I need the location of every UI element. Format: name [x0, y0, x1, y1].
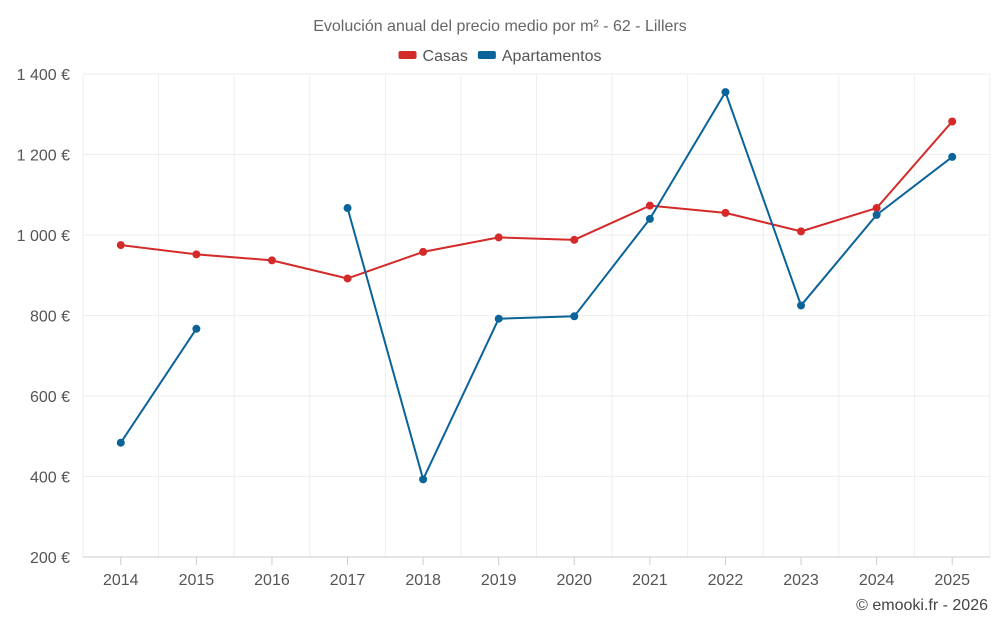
- data-point-casas: [116, 241, 125, 250]
- data-point-apartamentos: [645, 214, 654, 223]
- series-line-apartamentos: [119, 328, 198, 444]
- data-point-casas: [192, 250, 201, 259]
- legend-label: Apartamentos: [502, 48, 602, 65]
- y-tick-label: 400 €: [30, 470, 70, 487]
- data-point-casas: [419, 247, 428, 256]
- data-point-casas: [343, 274, 352, 283]
- x-tick-label: 2017: [330, 572, 366, 589]
- data-point-apartamentos: [494, 314, 503, 323]
- x-tick-label: 2024: [859, 572, 895, 589]
- x-tick-label: 2016: [254, 572, 290, 589]
- data-point-casas: [721, 208, 730, 217]
- x-tick-label: 2020: [556, 572, 592, 589]
- chart-title: Evolución anual del precio medio por m² …: [313, 18, 687, 35]
- data-point-apartamentos: [721, 88, 730, 97]
- data-point-apartamentos: [116, 438, 125, 447]
- data-point-apartamentos: [948, 152, 957, 161]
- y-tick-label: 800 €: [30, 309, 70, 326]
- data-point-casas: [948, 117, 957, 126]
- axes: 200 € 400 € 600 € 800 € 1 000 € 1 200 € 1 400 …: [17, 67, 990, 589]
- series-line-casas: [120, 120, 953, 280]
- data-point-casas: [570, 235, 579, 244]
- y-tick-label: 600 €: [30, 389, 70, 406]
- x-tick-label: 2023: [783, 572, 819, 589]
- y-tick-label: 200 €: [30, 550, 70, 567]
- series-layer: [116, 88, 957, 484]
- legend-label: Casas: [423, 48, 468, 65]
- x-tick-label: 2025: [934, 572, 970, 589]
- series-casas: [116, 117, 957, 283]
- data-point-apartamentos: [343, 204, 352, 213]
- x-tick-label: 2018: [405, 572, 441, 589]
- x-tick-label: 2021: [632, 572, 668, 589]
- data-point-apartamentos: [570, 312, 579, 321]
- data-point-apartamentos: [797, 301, 806, 310]
- x-tick-label: 2019: [481, 572, 517, 589]
- copyright-credit: © emooki.fr - 2026: [856, 597, 988, 614]
- data-point-casas: [494, 233, 503, 242]
- legend-swatch: [398, 51, 417, 59]
- series-line-apartamentos: [346, 91, 953, 481]
- x-tick-label: 2022: [708, 572, 744, 589]
- x-tick-label: 2014: [103, 572, 139, 589]
- data-point-apartamentos: [872, 210, 881, 219]
- x-tick-label: 2015: [179, 572, 215, 589]
- grid: [82, 73, 991, 557]
- data-point-casas: [797, 227, 806, 236]
- legend-swatch: [477, 51, 496, 59]
- data-point-apartamentos: [192, 324, 201, 333]
- y-tick-label: 1 200 €: [17, 148, 70, 165]
- data-point-casas: [645, 201, 654, 210]
- y-tick-label: 1 400 €: [17, 67, 70, 84]
- series-apartamentos: [116, 88, 957, 484]
- data-point-casas: [872, 204, 881, 213]
- data-point-casas: [267, 256, 276, 265]
- y-tick-label: 1 000 €: [17, 228, 70, 245]
- data-point-apartamentos: [419, 475, 428, 484]
- legend: Casas Apartamentos: [398, 48, 602, 65]
